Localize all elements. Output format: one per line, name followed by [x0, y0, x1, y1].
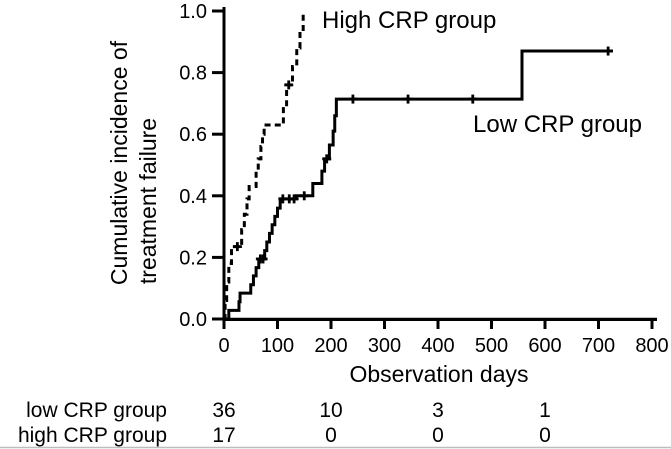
- x-tick-label: 800: [635, 335, 668, 357]
- y-tick-label: 0.0: [179, 309, 207, 331]
- risk-value: 0: [325, 424, 337, 447]
- risk-row-label: high CRP group: [18, 424, 167, 447]
- risk-value: 17: [212, 424, 235, 447]
- x-tick-label: 0: [218, 335, 229, 357]
- x-tick-label: 100: [261, 335, 294, 357]
- x-tick-label: 600: [528, 335, 561, 357]
- y-tick-label: 0.4: [179, 186, 207, 208]
- x-tick-label: 500: [475, 335, 508, 357]
- x-tick-label: 700: [582, 335, 615, 357]
- risk-value: 10: [319, 399, 342, 422]
- x-tick-label: 300: [368, 335, 401, 357]
- y-tick-label: 0.2: [179, 247, 207, 269]
- risk-value: 0: [539, 424, 551, 447]
- y-tick-label: 1.0: [179, 1, 207, 23]
- risk-table-layer: low CRP group 36 10 3 1 high CRP group 17 0 0 0: [18, 399, 551, 447]
- y-axis-title-line1: Cumulative incidence of: [106, 40, 132, 285]
- low-crp-curve: [224, 49, 613, 321]
- risk-value: 3: [432, 399, 444, 422]
- risk-value: 0: [432, 424, 444, 447]
- y-tick-label: 0.8: [179, 63, 207, 85]
- curves-layer: [223, 11, 613, 321]
- y-tick-label: 0.6: [179, 124, 207, 146]
- risk-value: 36: [212, 399, 235, 422]
- high-crp-curve: [223, 11, 305, 321]
- risk-value: 1: [539, 399, 551, 422]
- low-crp-curve-label: Low CRP group: [473, 111, 642, 138]
- x-tick-label: 400: [421, 335, 454, 357]
- high-crp-curve-label: High CRP group: [322, 7, 496, 34]
- y-axis-title-line2: treatment failure: [135, 118, 161, 284]
- risk-row-label: low CRP group: [26, 399, 167, 422]
- x-tick-label: 200: [314, 335, 347, 357]
- x-axis-title: Observation days: [350, 361, 529, 387]
- axes-layer: 0 100 200 300 400 500 600 700 800 0.0 0.2 0.4 0.6 0.8…: [179, 1, 669, 357]
